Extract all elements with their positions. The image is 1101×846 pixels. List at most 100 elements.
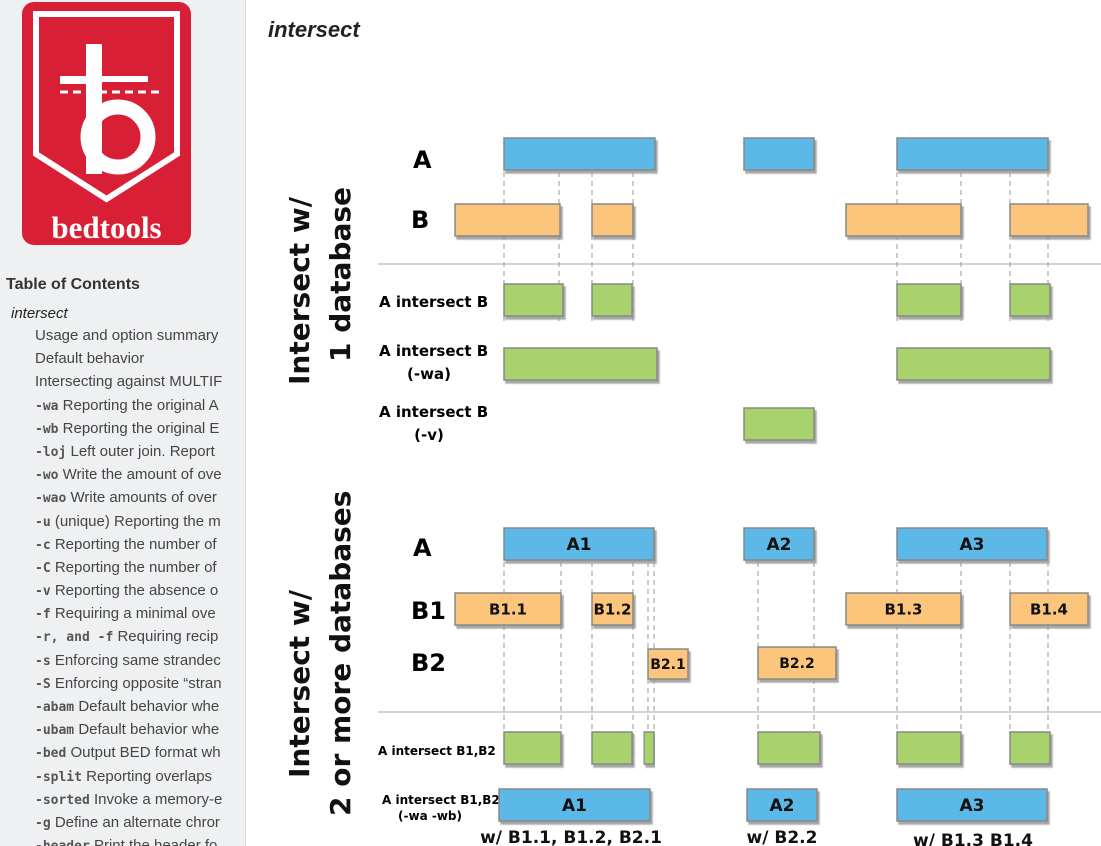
result-interval	[503, 283, 564, 317]
overlap-note: w/ B1.1, B1.2, B2.1	[480, 828, 662, 846]
toc-item[interactable]: -f Requiring a minimal ove	[35, 604, 230, 627]
logo-wordmark: bedtools	[51, 210, 161, 245]
section1-row-b-label: B	[411, 206, 429, 234]
section1-wa-results	[503, 347, 1051, 381]
section1-guide-lines	[503, 172, 1049, 322]
toc-item-text: Reporting the original A	[62, 396, 219, 414]
section1-result2-label: A intersect B	[379, 342, 488, 360]
section1-b-intervals	[454, 203, 1089, 237]
wa-wb-interval	[746, 788, 818, 822]
toc-item-text: Define an alternate chror	[54, 813, 220, 831]
wa-wb-interval-label: A2	[770, 796, 795, 816]
toc-item-text: Write the amount of ove	[62, 466, 222, 484]
section2-b2-intervals: B2.1 B2.2	[647, 646, 837, 680]
bedtools-logo[interactable]: bedtools	[22, 2, 191, 245]
toc-item[interactable]: Usage and option summary	[35, 326, 230, 349]
toc-item[interactable]: -abam Default behavior whe	[35, 697, 230, 720]
result-interval	[503, 347, 658, 381]
toc-item-flag: -s	[35, 653, 51, 669]
toc-current-section[interactable]: intersect	[11, 305, 68, 322]
wa-wb-interval-label: A1	[562, 796, 587, 816]
toc-item[interactable]: Intersecting against MULTIF	[35, 372, 230, 395]
section1-title-line2: 1 database	[324, 187, 357, 362]
toc-item-flag: -r, and -f	[35, 630, 114, 646]
section2-result2-label: A intersect B1,B2	[382, 793, 500, 807]
toc-item[interactable]: -s Enforcing same strandec	[35, 651, 230, 674]
result-interval	[896, 347, 1051, 381]
toc-item-text: Reporting the number of	[54, 558, 217, 576]
interval-a	[743, 527, 815, 561]
toc-item-text: Usage and option summary	[35, 327, 219, 344]
interval-b	[591, 203, 634, 237]
toc-item[interactable]: -ubam Default behavior whe	[35, 720, 230, 743]
toc-item[interactable]: -sorted Invoke a memory-e	[35, 790, 230, 813]
toc-item-text: Left outer join. Report	[70, 442, 215, 460]
toc-item[interactable]: -bed Output BED format wh	[35, 743, 230, 766]
wa-wb-interval-label: A3	[960, 796, 985, 816]
result-interval	[591, 731, 633, 765]
toc-item[interactable]: -header Print the header fo	[35, 836, 230, 846]
toc-item-flag: -ubam	[35, 723, 75, 739]
interval-a	[896, 527, 1048, 561]
toc-item[interactable]: -wo Write the amount of ove	[35, 465, 230, 488]
interval-b1-label: B1.2	[593, 600, 631, 618]
section2-title: Intersect w/ 2 or more databases	[283, 491, 357, 816]
toc-item-flag: -u	[35, 514, 51, 530]
toc-item-flag: -wo	[35, 468, 59, 484]
section2-result1-label: A intersect B1,B2	[378, 744, 496, 758]
section1-v-results	[743, 407, 815, 441]
interval-b2-label: B2.2	[779, 656, 814, 672]
toc-item-flag: -S	[35, 676, 51, 692]
section2-a-intervals: A1 A2 A3	[503, 527, 1048, 561]
interval-b1-label: B1.4	[1030, 600, 1068, 618]
logo-background	[22, 2, 191, 245]
toc-item[interactable]: -g Define an alternate chror	[35, 813, 230, 836]
toc-item-text: Reporting the absence o	[54, 582, 219, 600]
result-interval	[503, 731, 562, 765]
toc-list: Usage and option summary Default behavior…	[35, 326, 230, 846]
result-interval	[591, 283, 633, 317]
toc-item[interactable]: -u (unique) Reporting the m	[35, 512, 230, 535]
toc-item[interactable]: -r, and -f Requiring recip	[35, 627, 230, 650]
toc-item[interactable]: -wa Reporting the original A	[35, 396, 230, 419]
toc-item-text: Invoke a memory-e	[93, 790, 223, 808]
section1-result3-label: A intersect B	[379, 403, 488, 421]
interval-b1	[845, 592, 962, 626]
toc-item-text: Requiring recip	[117, 628, 219, 646]
toc-item[interactable]: -wb Reporting the original E	[35, 419, 230, 442]
toc-item-text: Write amounts of over	[70, 489, 217, 507]
interval-a-label: A2	[767, 535, 792, 555]
toc-item-flag: -wb	[35, 421, 59, 437]
toc-item[interactable]: -loj Left outer join. Report	[35, 442, 230, 465]
toc-item-text: Enforcing same strandec	[54, 651, 221, 669]
toc-item-text: Print the header fo	[93, 837, 218, 846]
toc-item-text: Default behavior	[35, 350, 145, 368]
toc-item-flag: -abam	[35, 700, 75, 715]
toc-item[interactable]: -C Reporting the number of	[35, 558, 230, 581]
toc-item[interactable]: -v Reporting the absence o	[35, 581, 230, 604]
interval-a	[743, 137, 815, 171]
section2-row-a-label: A	[413, 534, 432, 562]
toc-item-text: Default behavior whe	[78, 721, 220, 739]
interval-b	[454, 203, 561, 237]
toc-item-flag: -c	[35, 537, 51, 553]
section2-row-b1-label: B1	[411, 597, 446, 625]
section2-wa-wb-results: A1 A2 A3	[498, 788, 1048, 822]
interval-a	[896, 137, 1049, 171]
toc-item[interactable]: -wao Write amounts of over	[35, 488, 230, 511]
interval-b1	[1009, 592, 1089, 626]
overlap-note: w/ B2.2	[747, 828, 818, 846]
toc-item-flag: -g	[35, 815, 51, 831]
toc-item[interactable]: -c Reporting the number of	[35, 535, 230, 558]
toc-item[interactable]: -S Enforcing opposite “stran	[35, 674, 230, 697]
result-interval	[1009, 731, 1051, 765]
interval-b	[845, 203, 962, 237]
toc-title: Table of Contents	[6, 276, 140, 293]
toc-item[interactable]: Default behavior	[35, 349, 230, 372]
section2-title-line2: 2 or more databases	[324, 491, 357, 816]
toc-item-flag: -split	[35, 769, 82, 785]
interval-a-label: A1	[567, 535, 592, 555]
section1-title-line1: Intersect w/	[283, 196, 316, 385]
section1-a-intervals	[503, 137, 1049, 171]
toc-item[interactable]: -split Reporting overlaps	[35, 767, 230, 790]
